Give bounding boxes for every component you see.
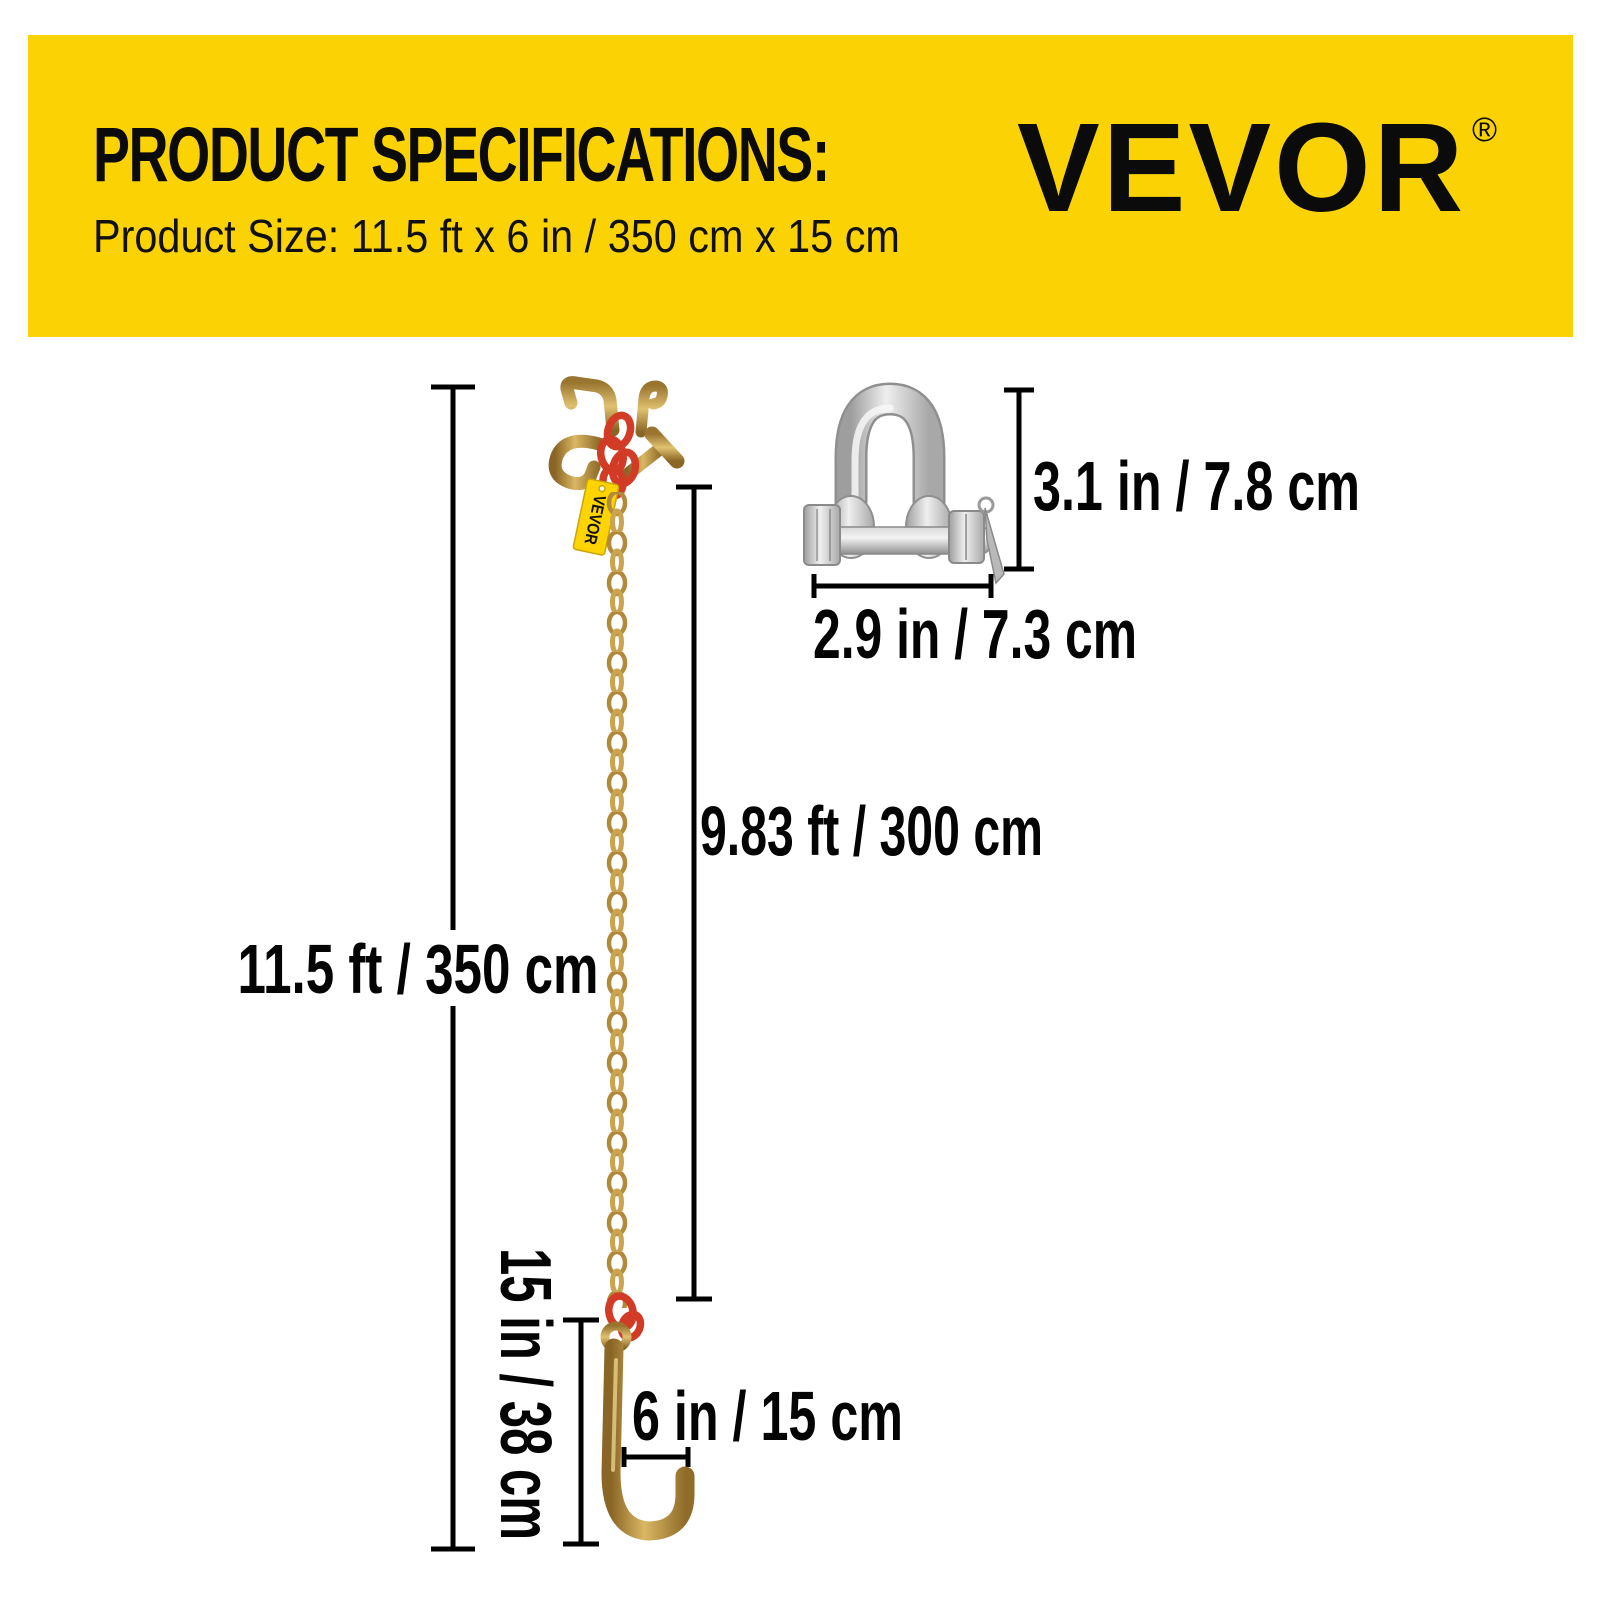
dim-label-total-length: 11.5 ft / 350 cm	[238, 930, 599, 1008]
dim-line-total-length	[431, 384, 475, 1552]
dim-label-shackle-width: 2.9 in / 7.3 cm	[813, 595, 1137, 673]
t-hook-head	[644, 426, 685, 469]
dim-line-hook-width	[621, 1447, 691, 1467]
dim-line-shackle-width	[811, 574, 994, 598]
dim-line-hook-length	[563, 1317, 599, 1547]
dim-label-hook-length: 15 in / 38 cm	[485, 1248, 565, 1540]
header-banner: PRODUCT SPECIFICATIONS: Product Size: 11…	[28, 35, 1573, 337]
dim-label-chain-length: 9.83 ft / 300 cm	[700, 792, 1043, 870]
shackle-illustration	[803, 382, 1005, 585]
dim-line-shackle-height	[1004, 387, 1034, 572]
r-hook	[635, 380, 668, 438]
grab-hook	[548, 434, 606, 491]
product-size-text: Product Size: 11.5 ft x 6 in / 350 cm x …	[93, 210, 900, 262]
page-title: PRODUCT SPECIFICATIONS:	[93, 112, 830, 198]
registered-trademark-icon: ®	[1472, 111, 1498, 149]
hook-cluster-illustration	[548, 376, 685, 500]
mini-j-hook	[560, 376, 620, 437]
chain-illustration	[605, 492, 629, 1308]
dim-label-hook-width: 6 in / 15 cm	[632, 1377, 903, 1455]
dim-line-chain-length	[676, 484, 712, 1302]
dim-label-shackle-height: 3.1 in / 7.8 cm	[1033, 447, 1360, 525]
vevor-logo: VEVOR	[1017, 97, 1467, 239]
linch-pin	[977, 496, 1005, 585]
j-hook-illustration	[600, 1321, 695, 1541]
